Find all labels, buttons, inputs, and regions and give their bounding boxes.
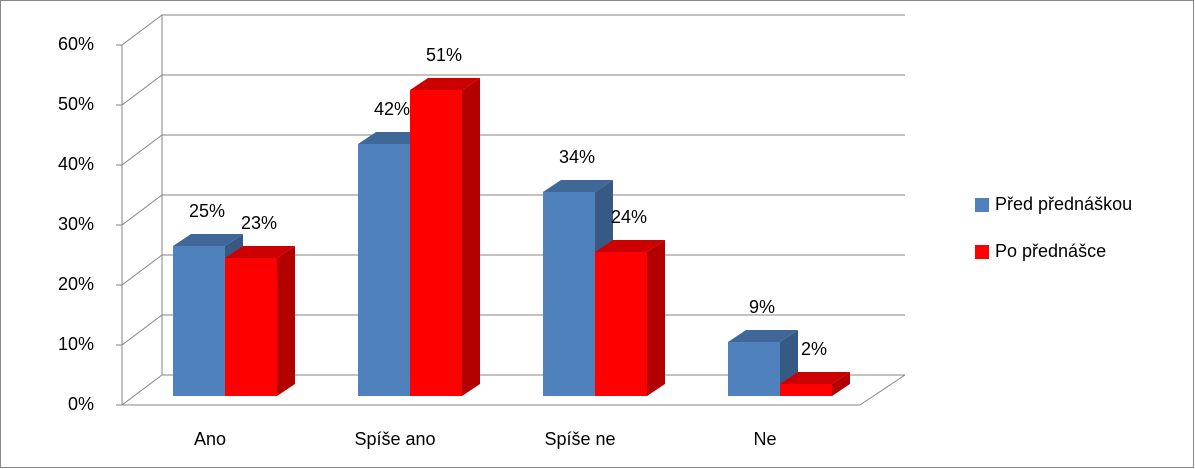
floor-edge	[859, 374, 906, 406]
data-label: 42%	[374, 99, 410, 119]
legend-label: Po přednášce	[995, 241, 1106, 261]
y-tick-label: 10%	[58, 334, 94, 354]
bar-top	[173, 234, 243, 246]
legend-label: Před přednáškou	[995, 194, 1132, 214]
y-tick-label: 50%	[58, 94, 94, 114]
grid-line	[121, 74, 905, 106]
bar	[173, 246, 225, 396]
data-label: 34%	[559, 147, 595, 167]
bar	[780, 384, 832, 396]
bar-side	[647, 240, 665, 396]
data-label: 23%	[241, 213, 277, 233]
data-label: 24%	[611, 207, 647, 227]
bar-top	[595, 240, 665, 252]
bar-top	[728, 330, 798, 342]
bar	[595, 252, 647, 396]
y-tick-label: 60%	[58, 34, 94, 54]
y-tick-label: 0%	[68, 394, 94, 414]
grid-line	[121, 14, 905, 46]
grid-line	[121, 194, 905, 226]
bar-side	[832, 372, 850, 396]
grid-line	[121, 134, 905, 166]
bar	[410, 90, 462, 396]
bar	[358, 144, 410, 396]
bar-top	[225, 246, 295, 258]
bar	[728, 342, 780, 396]
bar-side	[277, 246, 295, 396]
data-label: 25%	[189, 201, 225, 221]
data-label: 2%	[801, 339, 827, 359]
x-tick-label: Spíše ne	[544, 429, 615, 449]
bar-side	[462, 78, 480, 396]
legend-swatch	[975, 245, 989, 259]
x-tick-label: Ne	[753, 429, 776, 449]
data-label: 51%	[426, 45, 462, 65]
y-tick-label: 40%	[58, 154, 94, 174]
bar	[543, 192, 595, 396]
bar-top	[410, 78, 480, 90]
y-tick-label: 20%	[58, 274, 94, 294]
bar	[225, 258, 277, 396]
bar-top	[780, 372, 850, 384]
legend-swatch	[975, 198, 989, 212]
data-label: 9%	[749, 297, 775, 317]
x-tick-label: Spíše ano	[354, 429, 435, 449]
y-tick-label: 30%	[58, 214, 94, 234]
bar-top	[543, 180, 613, 192]
x-tick-label: Ano	[194, 429, 226, 449]
